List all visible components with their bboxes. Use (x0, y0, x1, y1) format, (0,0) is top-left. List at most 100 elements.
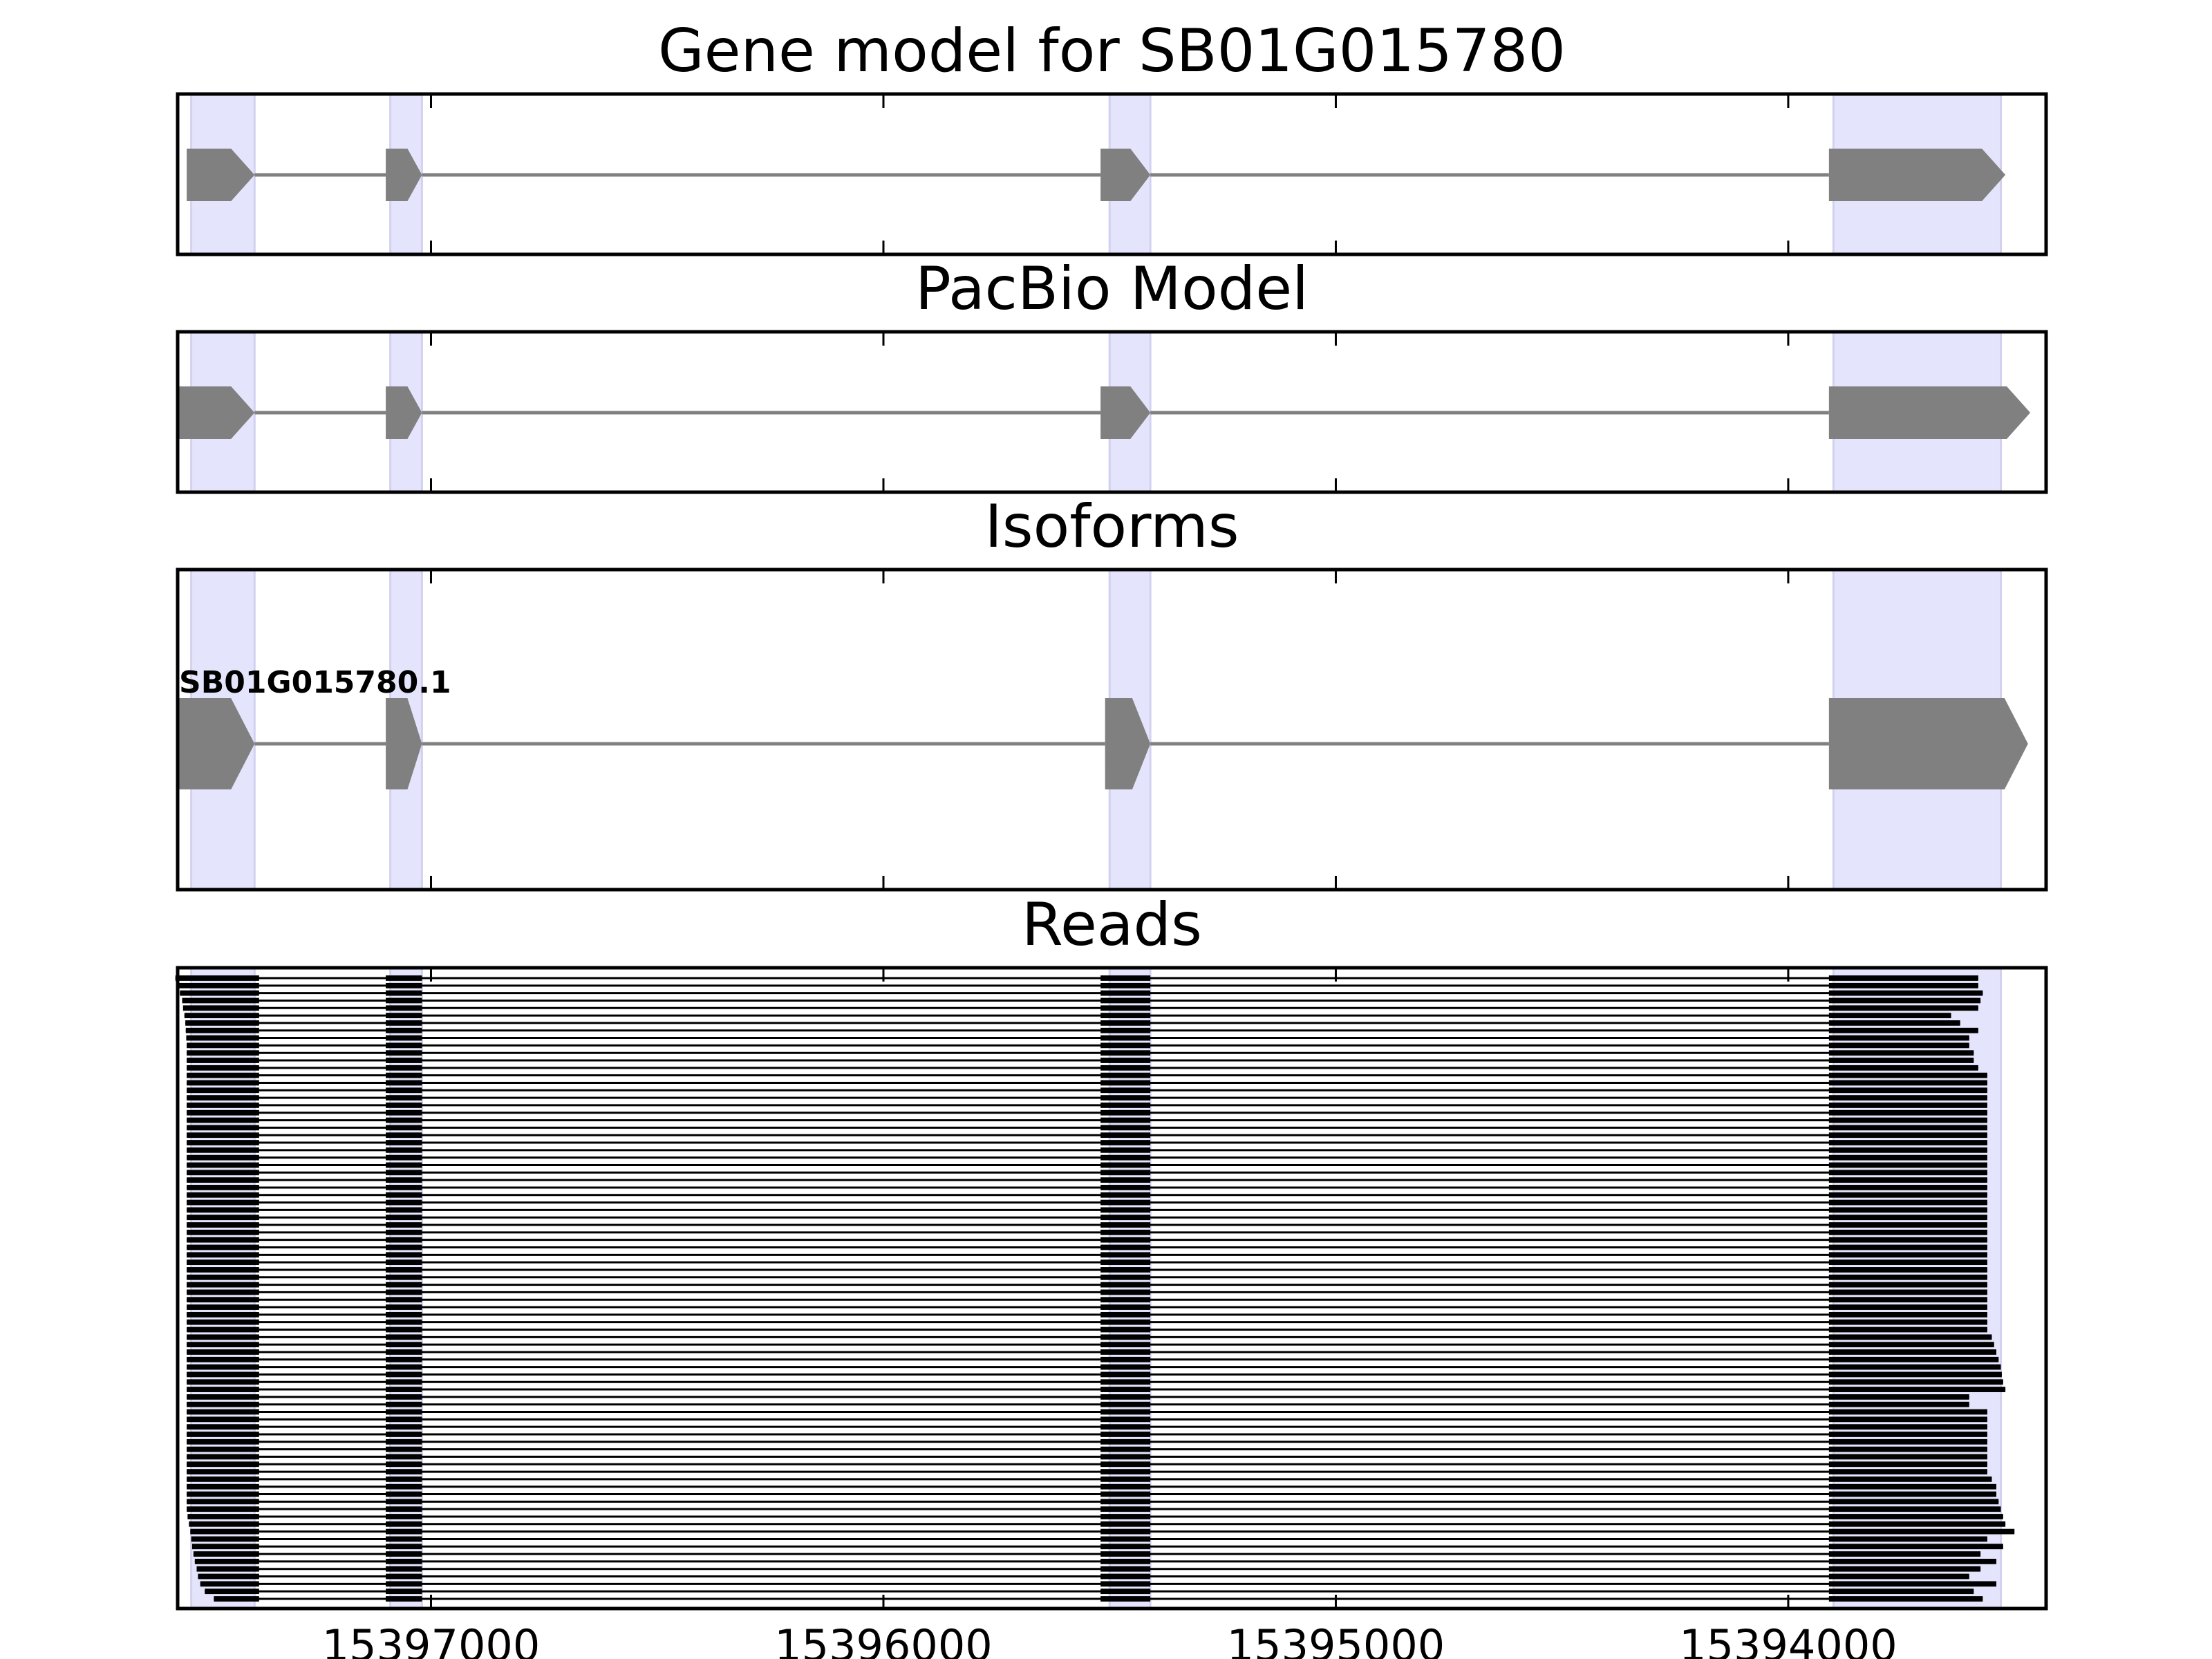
exon (386, 149, 422, 201)
read-exon (182, 1005, 259, 1011)
read-exon (187, 1401, 259, 1407)
read-exon (1100, 975, 1151, 981)
read-exon (1828, 1371, 2002, 1378)
read-exon (1100, 1528, 1151, 1535)
read-exon (1100, 1162, 1151, 1168)
read-exon (1828, 1454, 1987, 1460)
read-exon (386, 1588, 422, 1595)
x-tick-label: 15397000 (322, 1620, 541, 1659)
read-exon (386, 1192, 422, 1198)
read-exon (386, 1521, 422, 1527)
read-exon (386, 1536, 422, 1542)
read-exon (386, 1125, 422, 1131)
read-exon (1100, 1491, 1151, 1497)
read-exon (1828, 1244, 1987, 1250)
panel-reads: Reads (175, 890, 2048, 1611)
read-exon (1828, 1013, 1951, 1018)
read-exon (1100, 1125, 1151, 1131)
read-exon (1100, 1476, 1151, 1482)
read-exon (200, 1581, 259, 1587)
read-exon (1100, 1267, 1151, 1273)
read-exon (187, 1199, 259, 1206)
read-exon (1828, 1192, 1987, 1198)
read-exon (1100, 1020, 1151, 1026)
read-exon (1828, 1491, 1997, 1497)
read-exon (1100, 1461, 1151, 1468)
read-exon (1828, 1528, 2015, 1535)
read-exon (1100, 1222, 1151, 1228)
read-exon (1828, 1311, 1987, 1318)
read-exon (1828, 1566, 1981, 1572)
read-exon (1100, 1379, 1151, 1385)
read-exon (1828, 1432, 1987, 1437)
read-exon (386, 1416, 422, 1423)
read-exon (1100, 1013, 1151, 1018)
read-exon (1100, 1438, 1151, 1445)
read-exon (187, 1087, 259, 1094)
read-exon (1828, 1342, 1994, 1348)
read-exon (386, 1289, 422, 1295)
read-exon (187, 1237, 259, 1243)
read-exon (1828, 1080, 1987, 1086)
read-exon (187, 1140, 259, 1145)
read-exon (386, 1514, 422, 1519)
read-exon (187, 1394, 259, 1400)
read-exon (190, 1528, 259, 1535)
panel-title: Isoforms (984, 492, 1239, 561)
read-exon (1828, 1483, 1997, 1490)
read-exon (386, 1491, 422, 1497)
read-exon (1828, 1319, 1987, 1325)
read-exon (386, 1446, 422, 1452)
read-exon (1828, 1409, 1987, 1415)
read-exon (386, 1544, 422, 1550)
read-exon (187, 1259, 259, 1266)
read-exon (198, 1573, 259, 1580)
read-exon (386, 1058, 422, 1063)
read-exon (187, 1222, 259, 1228)
exon (1100, 386, 1151, 439)
read-exon (1100, 1050, 1151, 1056)
read-exon (1100, 1521, 1151, 1527)
read-exon (187, 1147, 259, 1153)
read-exon (187, 1311, 259, 1318)
read-exon (386, 1259, 422, 1266)
read-exon (1828, 1364, 2001, 1370)
read-exon (1828, 1117, 1987, 1123)
read-exon (386, 1454, 422, 1460)
read-exon (187, 1364, 259, 1370)
read-exon (386, 1387, 422, 1392)
read-exon (191, 1544, 259, 1550)
read-exon (187, 1432, 259, 1437)
read-exon (386, 1222, 422, 1228)
read-exon (1828, 1140, 1987, 1145)
read-exon (187, 1080, 259, 1086)
read-exon (386, 982, 422, 988)
read-exon (1828, 1267, 1987, 1273)
read-exon (1100, 1514, 1151, 1519)
read-exon (386, 1185, 422, 1190)
read-exon (1828, 1476, 1992, 1482)
read-exon (1828, 1177, 1987, 1183)
read-exon (1100, 1432, 1151, 1437)
read-exon (1828, 975, 1978, 981)
read-exon (386, 1349, 422, 1355)
read-exon (386, 1483, 422, 1490)
reads-group (175, 975, 2015, 1602)
read-exon (178, 982, 259, 988)
read-exon (386, 1476, 422, 1482)
panel-frame (176, 568, 2048, 892)
read-exon (386, 1297, 422, 1303)
read-exon (1100, 1559, 1151, 1564)
read-exon (1828, 1237, 1987, 1243)
read-exon (187, 1267, 259, 1273)
read-exon (180, 990, 259, 996)
panel-frame (176, 330, 2048, 494)
read-exon (1828, 1596, 1983, 1602)
read-exon (184, 1013, 259, 1018)
read-exon (205, 1588, 259, 1595)
read-exon (1828, 1559, 1997, 1564)
read-exon (187, 1424, 259, 1430)
read-exon (1828, 1401, 1969, 1407)
read-exon (1828, 1334, 1992, 1340)
read-exon (187, 1499, 259, 1505)
